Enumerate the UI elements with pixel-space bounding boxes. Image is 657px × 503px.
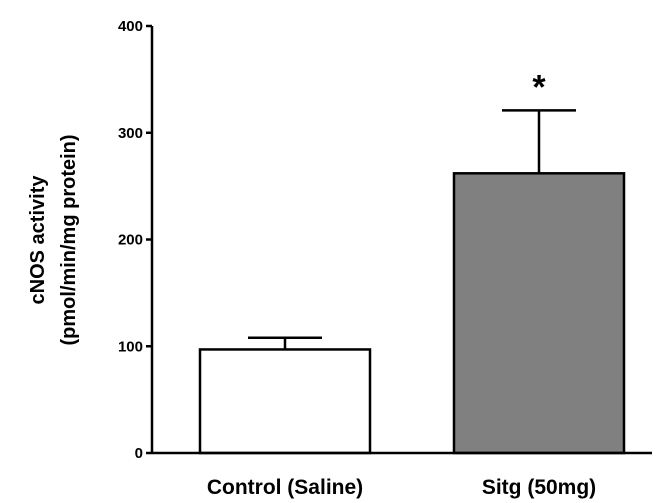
axes-group: Control (Saline) Sitg (50mg) 0 100 200 300 400 <box>118 18 652 499</box>
category-label-1: Control (Saline) <box>207 476 363 499</box>
y-tick-label-300: 300 <box>118 125 143 142</box>
bar-2 <box>452 172 626 455</box>
bars-group <box>198 172 626 455</box>
category-label-2: Sitg (50mg) <box>482 476 596 499</box>
y-axis-title-line-1: cNOS activity <box>27 175 49 305</box>
bar-1 <box>198 348 372 455</box>
significance-marker-1: * <box>532 68 546 106</box>
y-tick-label-100: 100 <box>118 338 143 355</box>
y-axis-title: cNOS activity (pmol/min/mg protein) <box>27 134 80 345</box>
y-tick-label-200: 200 <box>118 232 143 249</box>
y-axis-title-line-2: (pmol/min/mg protein) <box>58 134 80 345</box>
annotations-group: * <box>532 68 546 106</box>
y-tick-label-0: 0 <box>135 445 143 462</box>
y-tick-label-400: 400 <box>118 18 143 35</box>
error-bars-group <box>248 109 576 350</box>
